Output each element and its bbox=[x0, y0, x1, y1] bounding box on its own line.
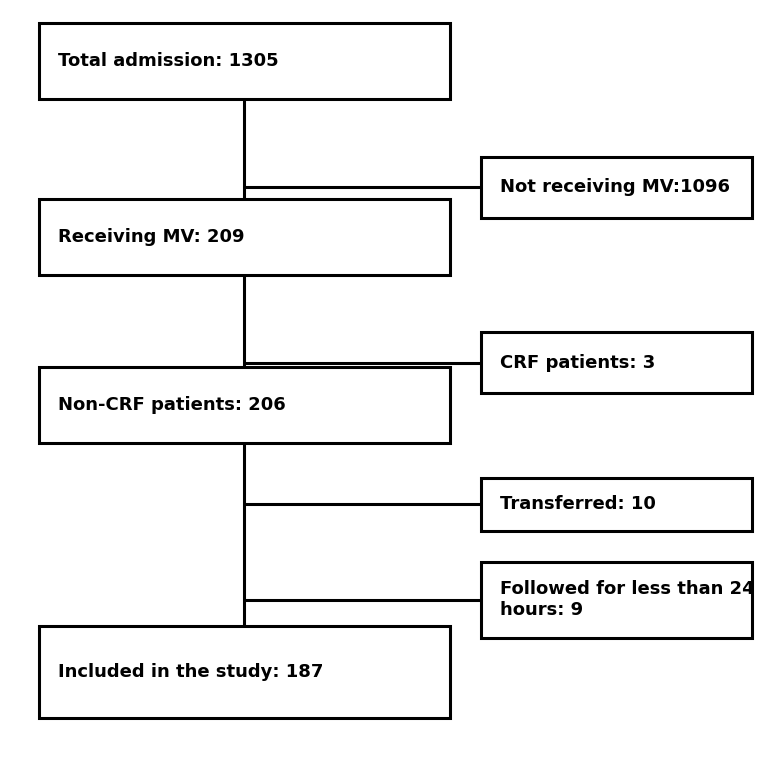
FancyBboxPatch shape bbox=[480, 332, 752, 393]
FancyBboxPatch shape bbox=[480, 478, 752, 531]
Text: Not receiving MV:1096: Not receiving MV:1096 bbox=[500, 178, 730, 196]
Text: CRF patients: 3: CRF patients: 3 bbox=[500, 354, 655, 372]
FancyBboxPatch shape bbox=[39, 626, 449, 718]
Text: Included in the study: 187: Included in the study: 187 bbox=[58, 663, 323, 681]
FancyBboxPatch shape bbox=[39, 367, 449, 443]
Text: Receiving MV: 209: Receiving MV: 209 bbox=[58, 228, 245, 246]
Text: Non-CRF patients: 206: Non-CRF patients: 206 bbox=[58, 396, 286, 414]
FancyBboxPatch shape bbox=[39, 23, 449, 99]
Text: Followed for less than 24
hours: 9: Followed for less than 24 hours: 9 bbox=[500, 581, 755, 619]
FancyBboxPatch shape bbox=[39, 199, 449, 275]
FancyBboxPatch shape bbox=[480, 157, 752, 218]
Text: Transferred: 10: Transferred: 10 bbox=[500, 495, 656, 513]
Text: Total admission: 1305: Total admission: 1305 bbox=[58, 52, 279, 70]
FancyBboxPatch shape bbox=[480, 562, 752, 638]
